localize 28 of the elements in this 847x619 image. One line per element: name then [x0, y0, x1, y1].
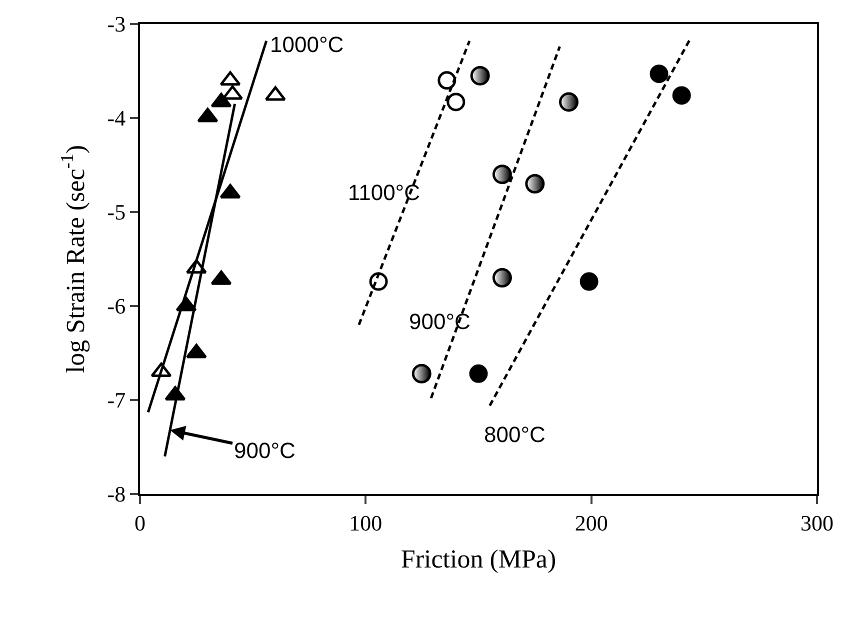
- x-axis-title: Friction (MPa): [400, 544, 556, 574]
- point: [492, 164, 512, 184]
- y-tick-label: -3: [107, 12, 126, 37]
- point: [580, 272, 598, 291]
- y-tick-label: -6: [107, 294, 126, 319]
- y-tick-label: -5: [107, 200, 126, 225]
- point: [412, 364, 432, 384]
- x-tick-label: 200: [574, 510, 608, 536]
- x-tick-label: 300: [800, 510, 834, 536]
- y-tick-label: -8: [107, 482, 126, 507]
- x-tick-label: 100: [349, 510, 382, 536]
- annotation: 1000°C: [270, 32, 344, 57]
- point: [470, 66, 490, 86]
- annotation: 900°C: [409, 309, 471, 334]
- point: [438, 71, 456, 90]
- point: [446, 92, 466, 112]
- point: [559, 92, 579, 112]
- annotation: 1100°C: [348, 180, 420, 205]
- x-tick-label: 0: [134, 510, 146, 536]
- point: [492, 268, 512, 288]
- point: [650, 64, 668, 84]
- annotation: 800°C: [484, 422, 546, 447]
- annotation: 900°C: [234, 438, 296, 463]
- point: [672, 86, 691, 105]
- point: [469, 364, 488, 383]
- point: [525, 174, 545, 194]
- y-tick-label: -4: [107, 106, 126, 131]
- y-tick-label: -7: [107, 388, 126, 413]
